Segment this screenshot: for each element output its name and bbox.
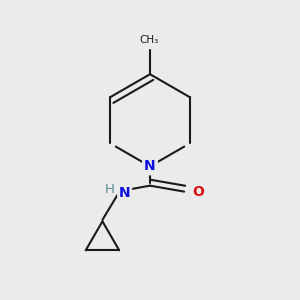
Text: H: H [104, 183, 114, 196]
Text: N: N [144, 159, 156, 173]
Text: CH₃: CH₃ [139, 35, 158, 45]
Text: N: N [119, 185, 130, 200]
Text: O: O [193, 184, 204, 199]
